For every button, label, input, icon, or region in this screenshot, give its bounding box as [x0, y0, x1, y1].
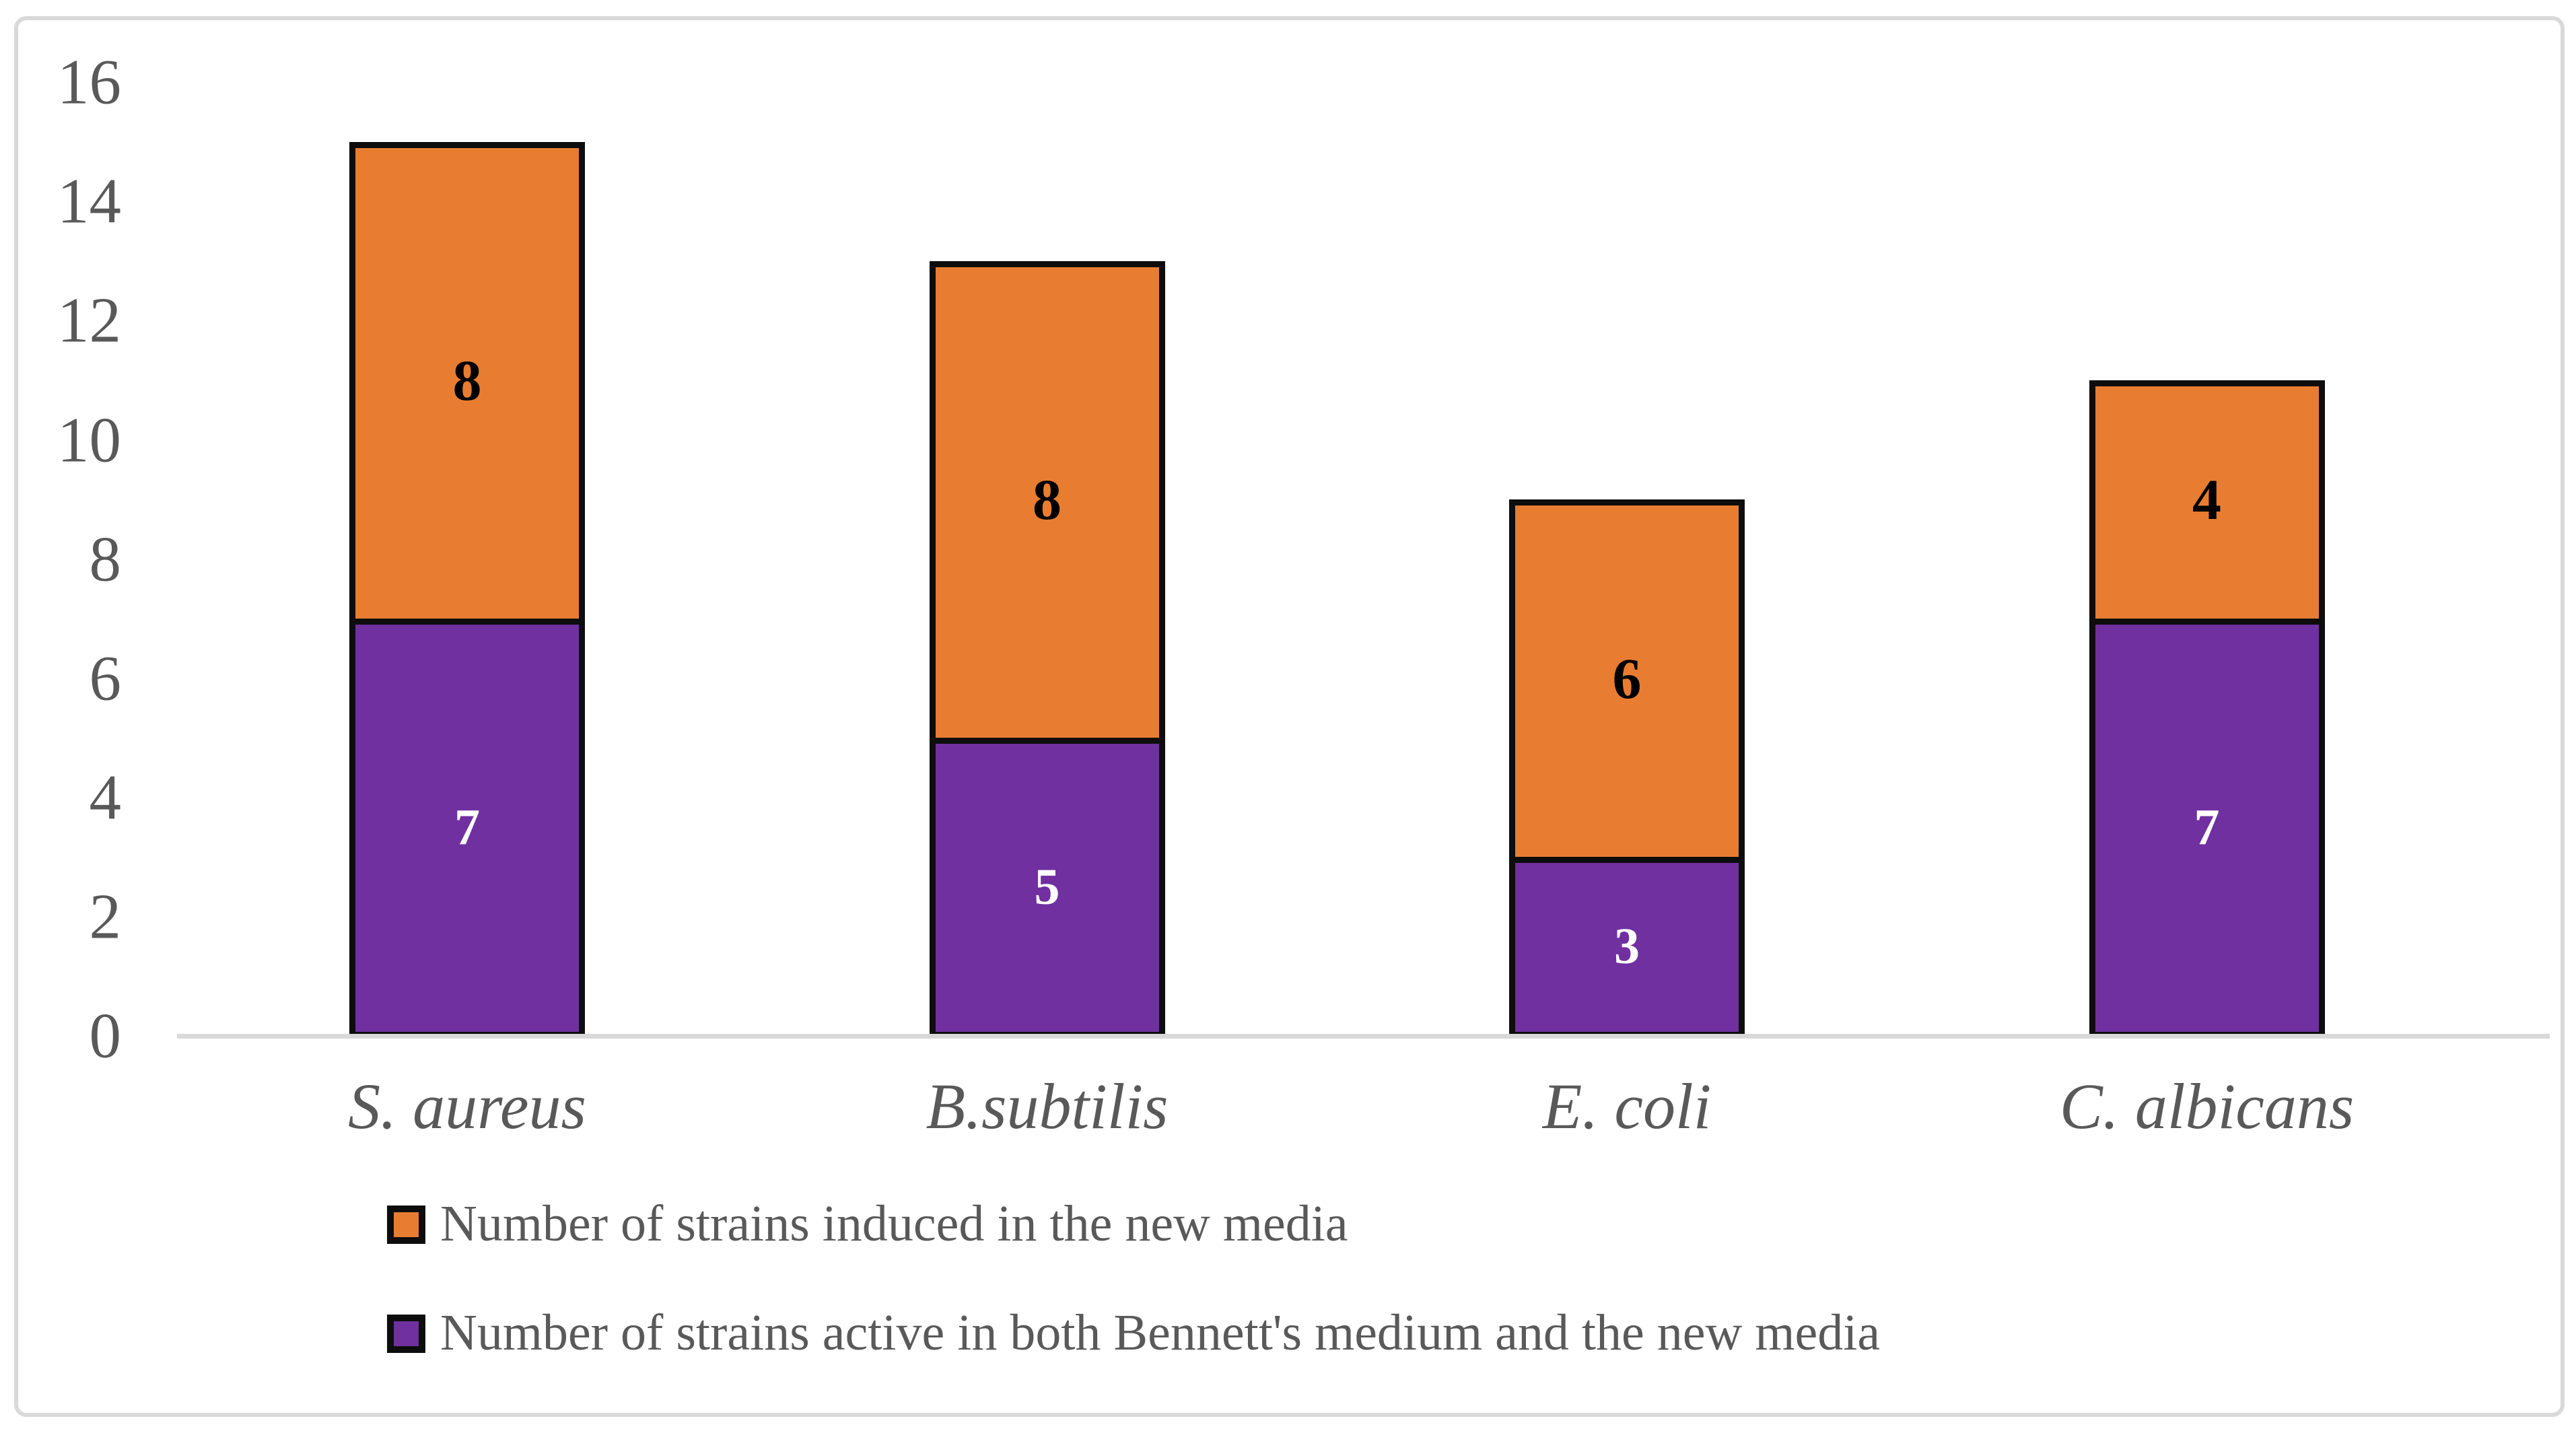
legend-swatch-icon-1: [387, 1314, 425, 1353]
category-label-0: S. aureus: [348, 1070, 586, 1142]
y-tick-label-14: 14: [57, 165, 121, 237]
y-tick-label-2: 2: [89, 880, 122, 952]
legend-label-0: Number of strains induced in the new med…: [440, 1195, 1348, 1253]
category-label-3: C. albicans: [2059, 1070, 2355, 1142]
y-tick-label-8: 8: [89, 523, 122, 595]
data-label-induced-1: 8: [1033, 467, 1061, 532]
x-axis-line: [177, 1034, 2550, 1039]
data-label-active-0: 7: [454, 799, 480, 856]
legend-label-1: Number of strains active in both Bennett…: [440, 1304, 1881, 1362]
data-label-active-2: 3: [1614, 918, 1640, 975]
bar-segment-top-0: [349, 141, 585, 625]
legend-item-0: Number of strains induced in the new med…: [387, 1196, 1348, 1253]
data-label-active-3: 7: [2194, 799, 2220, 856]
category-label-1: B.subtilis: [926, 1070, 1169, 1142]
data-label-induced-2: 6: [1612, 645, 1642, 711]
bar-segment-top-1: [929, 260, 1165, 744]
chart-frame-border: [14, 16, 2565, 1417]
y-tick-label-12: 12: [57, 284, 121, 356]
category-label-2: E. coli: [1542, 1070, 1712, 1142]
bar-segment-top-2: [1509, 499, 1745, 864]
data-label-induced-0: 8: [452, 347, 482, 413]
legend-item-1: Number of strains active in both Bennett…: [387, 1305, 1880, 1362]
y-tick-label-16: 16: [57, 46, 121, 118]
bar-segment-bottom-3: [2089, 619, 2325, 1038]
y-tick-label-0: 0: [89, 1000, 122, 1072]
data-label-active-1: 5: [1034, 858, 1060, 915]
bar-segment-bottom-0: [349, 619, 585, 1038]
bar-segment-bottom-2: [1509, 857, 1745, 1038]
y-tick-label-4: 4: [89, 761, 122, 833]
y-tick-label-6: 6: [89, 642, 122, 714]
y-tick-label-10: 10: [57, 404, 121, 475]
bar-segment-top-3: [2089, 380, 2325, 625]
data-label-induced-3: 4: [2192, 467, 2221, 532]
legend-swatch-icon-0: [387, 1205, 425, 1244]
